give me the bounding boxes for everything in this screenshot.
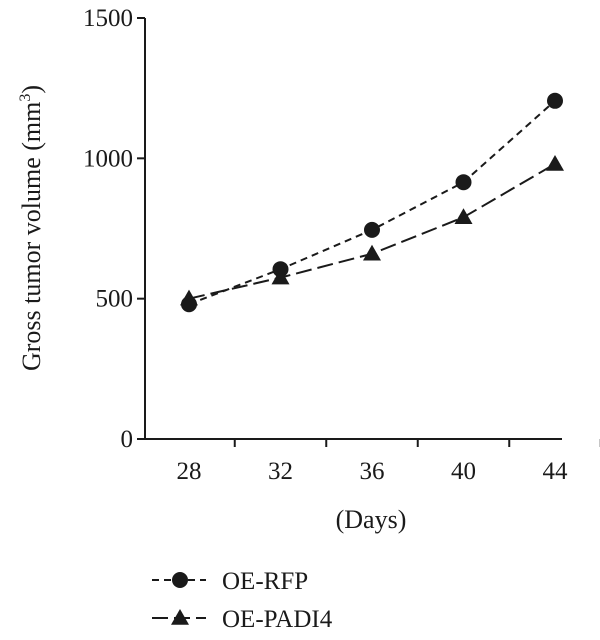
x-tick-label: 40 [451, 458, 476, 485]
data-point [455, 174, 472, 191]
data-point [272, 261, 289, 278]
legend-marker [171, 609, 189, 625]
series-oe-rfp [181, 92, 563, 313]
y-ticks: 0 500 1000 1500 [83, 5, 145, 453]
y-axis-title-main: Gross tumor volume (mm [17, 102, 46, 371]
data-point [547, 92, 563, 109]
legend-label: OE-RFP [222, 568, 308, 595]
legend-item: OE-PADI4 [152, 606, 333, 633]
data-point [364, 221, 380, 238]
y-tick-label: 1500 [83, 5, 133, 32]
data-point [546, 154, 564, 171]
y-tick-label: 1000 [83, 145, 133, 172]
series-line [188, 100, 556, 306]
y-axis-title: Gross tumor volume (mm3) [17, 85, 46, 371]
data-point [454, 208, 473, 225]
x-tick-label: 44 [543, 458, 569, 485]
x-axis-title: (Days) [336, 505, 407, 534]
series-layer [180, 92, 564, 313]
x-tick-label: 36 [360, 458, 385, 485]
legend-label: OE-PADI4 [222, 606, 333, 633]
x-tick-label: 32 [268, 458, 293, 485]
y-axis-title-superscript: 3 [17, 94, 34, 102]
y-tick-label: 500 [96, 286, 134, 313]
data-point [181, 296, 197, 313]
x-tick-label: 28 [177, 458, 202, 485]
data-point [363, 244, 381, 261]
legend-item: OE-RFP [152, 568, 308, 595]
y-axis-title-close: ) [17, 85, 46, 94]
axes [144, 18, 562, 440]
y-tick-label: 0 [121, 426, 134, 453]
legend: OE-RFP OE-PADI4 [152, 568, 333, 633]
x-ticks: 28 32 36 40 44 [177, 439, 600, 485]
legend-marker [172, 572, 188, 588]
